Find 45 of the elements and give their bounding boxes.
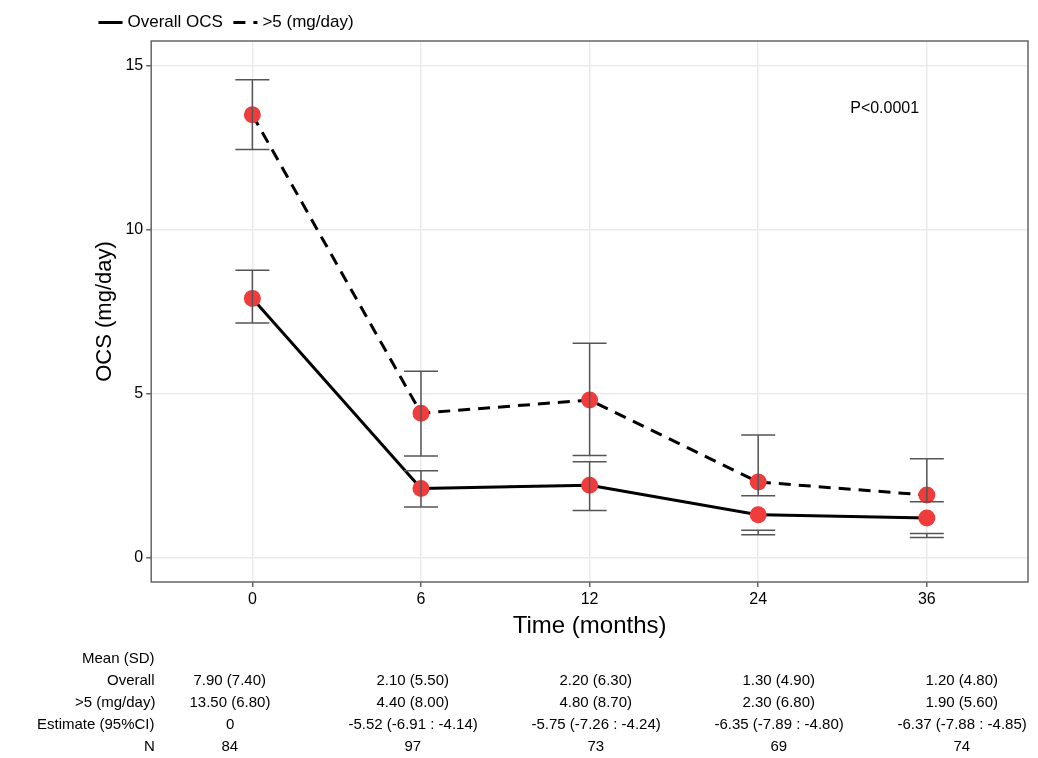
legend-label: >5 (mg/day): [262, 12, 354, 32]
text: 73: [587, 736, 605, 756]
data-label: 13.50 (6.80): [189, 692, 271, 712]
legend-label: Overall OCS: [127, 12, 223, 32]
data-label: 4.80 (8.70): [559, 692, 633, 712]
text: N: [144, 736, 155, 756]
data-label: 2.10 (5.50): [376, 670, 450, 690]
text: -6.37 (-7.88 : -4.85): [897, 714, 1027, 734]
data-label: 7.90 (7.40): [193, 670, 267, 690]
y-tick-label: 10: [125, 219, 144, 237]
text: -5.75 (-7.26 : -4.24): [531, 714, 661, 734]
y-tick-label: 15: [125, 56, 144, 73]
point: [749, 506, 767, 524]
data-label: 1.30 (4.90): [742, 670, 816, 690]
text: 69: [770, 736, 788, 756]
y-axis-title: OCS (mg/day): [91, 241, 117, 382]
text: Mean (SD): [82, 648, 155, 668]
text: -5.52 (-6.91 : -4.14): [348, 714, 478, 734]
y-tick-label: 0: [134, 547, 144, 565]
data-label: 1.20 (4.80): [925, 670, 999, 690]
x-tick-label: 6: [416, 590, 426, 608]
point: [581, 476, 599, 494]
point: [243, 106, 261, 124]
x-tick-label: 36: [917, 590, 936, 608]
data-label: 2.30 (6.80): [742, 692, 816, 712]
data-label: 1.90 (5.60): [925, 692, 999, 712]
text: -6.35 (-7.89 : -4.80): [714, 714, 844, 734]
data-label: 4.40 (8.00): [376, 692, 450, 712]
x-tick-label: 24: [749, 590, 768, 608]
annotation: P<0.0001: [850, 98, 920, 116]
x-tick-label: 12: [580, 590, 599, 608]
data-label: 2.20 (6.30): [559, 670, 633, 690]
point: [918, 509, 936, 527]
text: >5 (mg/day): [75, 692, 156, 712]
text: 74: [953, 736, 971, 756]
point: [581, 391, 599, 409]
text: 84: [221, 736, 239, 756]
text: 0: [226, 714, 235, 734]
text: 97: [404, 736, 422, 756]
x-tick-label: 0: [247, 590, 257, 608]
x-axis-title: Time (months): [512, 611, 667, 639]
text: Overall: [107, 670, 155, 690]
point: [243, 289, 261, 307]
text: Estimate (95%CI): [37, 714, 155, 734]
y-tick-label: 5: [134, 383, 144, 401]
